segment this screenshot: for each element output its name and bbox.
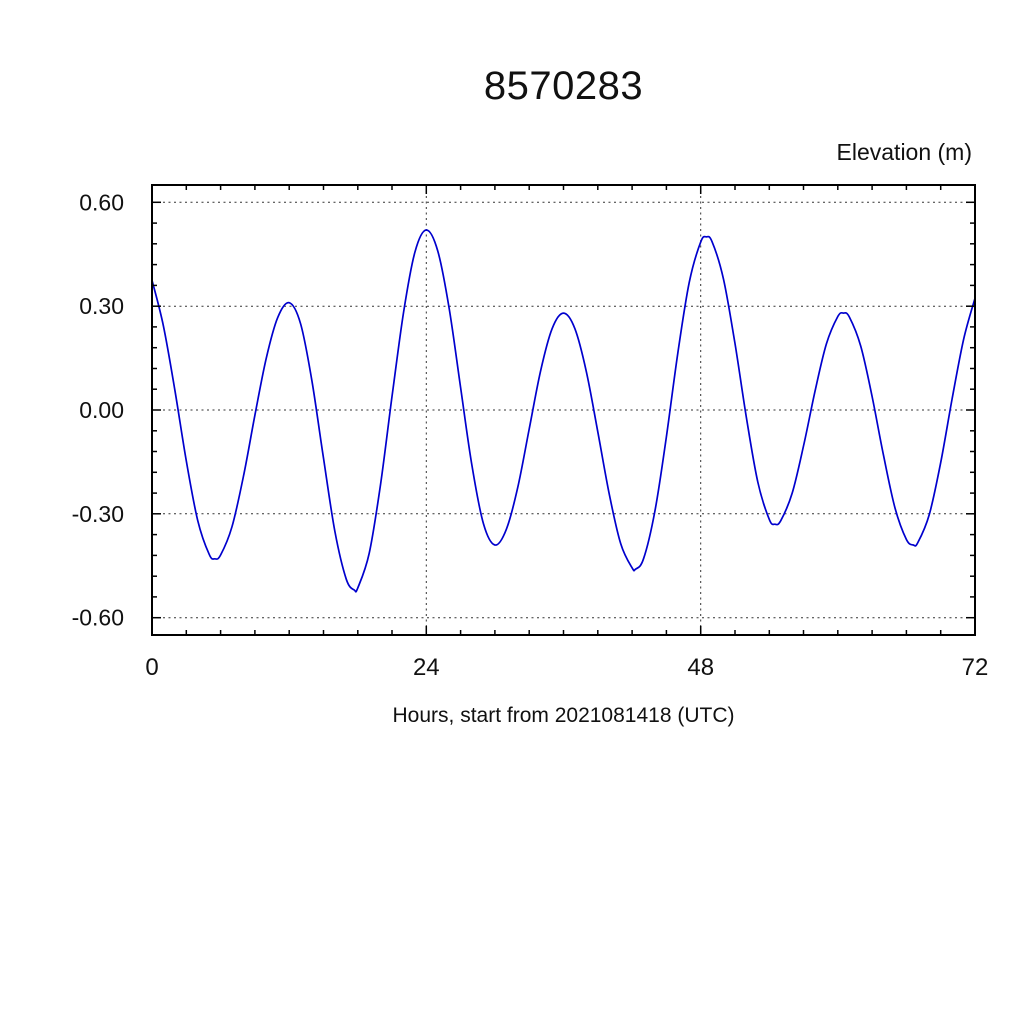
tide-elevation-plot: -0.60 -0.30 0.00 0.30 0.60 0 24 48 72 [72,184,989,681]
y-tick-label: -0.60 [72,605,124,631]
elevation-unit-label: Elevation (m) [836,139,972,165]
grid [152,185,975,635]
y-tick-label: 0.30 [79,293,124,319]
x-tick-label: 0 [145,654,158,681]
station-id-title: 8570283 [483,64,644,108]
time-axis-label: Hours, start from 2021081418 (UTC) [392,704,735,727]
y-tick-label: 0.00 [79,397,124,423]
x-tick-label: 48 [687,654,714,681]
tide-curve [151,229,976,593]
y-tick-label: 0.60 [79,189,124,215]
x-tick-label: 72 [962,654,989,681]
axis-ticks [151,185,976,635]
y-tick-label: -0.30 [72,501,124,527]
x-tick-label: 24 [413,654,440,681]
tick-labels: -0.60 -0.30 0.00 0.30 0.60 0 24 48 72 [72,189,989,681]
